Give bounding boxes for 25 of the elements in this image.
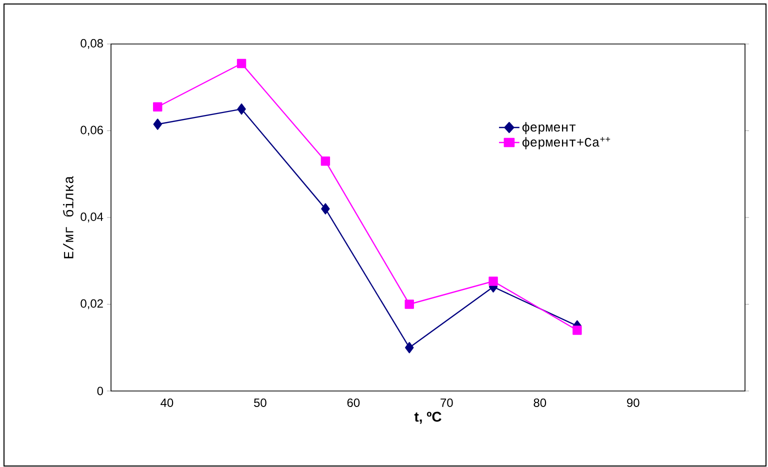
point — [488, 276, 498, 286]
x-tick-label: 90 — [627, 398, 640, 407]
x-tick-label: 60 — [347, 398, 360, 407]
y-tick-label: 0,04 — [80, 212, 104, 222]
point — [321, 203, 330, 214]
x-axis-title: t, ºC — [414, 412, 442, 424]
x-tick-label: 80 — [534, 398, 546, 407]
y-tick-label: 0,02 — [80, 299, 103, 310]
y-tick-label: 0,08 — [80, 39, 103, 49]
point — [572, 326, 582, 335]
x-tick-label: 70 — [440, 398, 453, 407]
x-tick-label: 50 — [254, 398, 266, 407]
y-tick-label: 0,06 — [80, 126, 103, 136]
point — [153, 102, 162, 112]
point — [320, 156, 330, 166]
point — [405, 342, 414, 354]
point — [237, 103, 246, 115]
point — [404, 300, 414, 309]
x-tick-label: 40 — [160, 398, 174, 407]
point — [236, 58, 246, 68]
legend-label: фермент — [522, 122, 576, 134]
y-tick-label: 0 — [97, 386, 104, 396]
point — [153, 118, 162, 130]
y-axis-title: Е/мг білка — [63, 176, 74, 258]
legend-label: фермент+Ca$^{++}$ — [522, 136, 610, 150]
